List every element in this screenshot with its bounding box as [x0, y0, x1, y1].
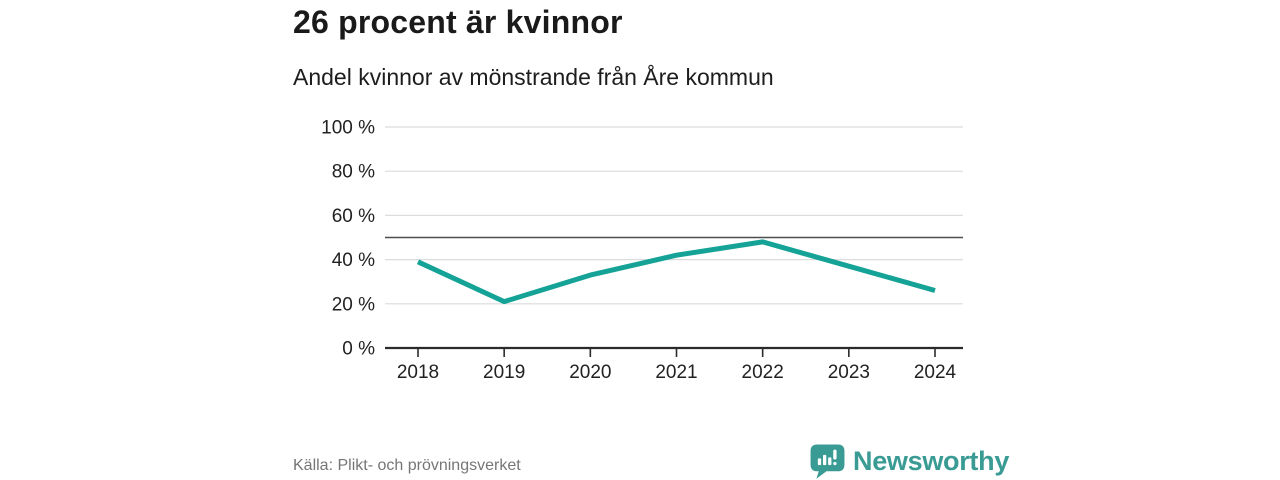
x-tick-label: 2024	[914, 362, 957, 383]
chart-title: 26 procent är kvinnor	[293, 4, 623, 40]
data-line	[416, 239, 936, 305]
chart-subtitle: Andel kvinnor av mönstrande från Åre kom…	[293, 64, 774, 90]
x-tick-label: 2021	[655, 362, 697, 383]
brand-wordmark: Newsworthy	[853, 446, 1010, 476]
y-tick-label: 20 %	[332, 294, 375, 315]
x-tick-label: 2019	[483, 362, 525, 383]
y-tick-label: 60 %	[332, 206, 375, 227]
x-tick-label: 2020	[569, 362, 611, 383]
speech-bubble-shape	[810, 444, 845, 479]
y-tick-label: 40 %	[332, 250, 375, 271]
x-tick-label: 2018	[397, 362, 439, 383]
x-tick-label: 2022	[742, 362, 784, 383]
source-note: Källa: Plikt- och prövningsverket	[293, 457, 521, 474]
y-tick-label: 80 %	[332, 162, 375, 183]
brand-lockup: Newsworthy	[809, 444, 1009, 479]
newsworthy-logo-icon	[810, 444, 845, 479]
mini-barchart-glyph	[817, 449, 837, 466]
x-tick-label: 2023	[828, 362, 870, 383]
y-tick-label: 100 %	[321, 118, 375, 139]
y-tick-label: 0 %	[342, 339, 375, 360]
